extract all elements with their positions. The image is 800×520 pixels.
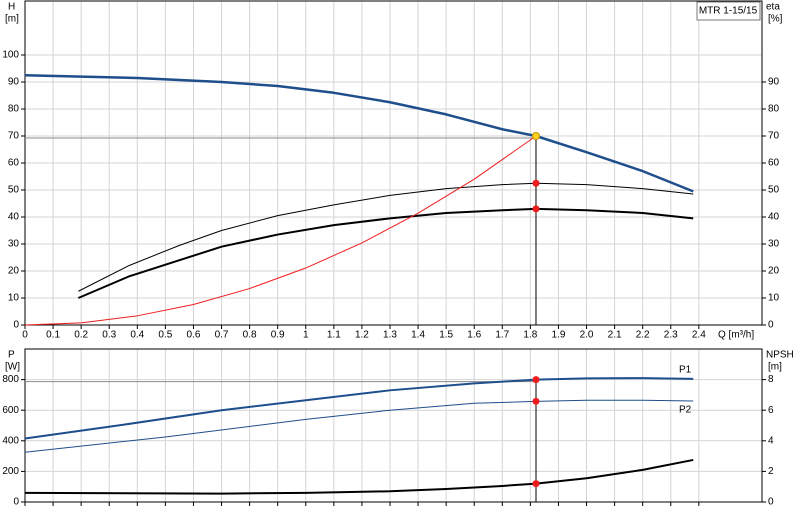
- x-tick-label: 2.2: [636, 330, 650, 341]
- x-axis-label: Q [m³/h]: [718, 330, 754, 341]
- x-tick-label: 1.3: [383, 330, 397, 341]
- plot-frame: [24, 0, 763, 326]
- x-tick-label: 0: [22, 330, 28, 341]
- y2-tick-label: 10: [768, 293, 780, 304]
- y2-tick-label: 0: [768, 320, 774, 331]
- y2-tick-label: 90: [768, 77, 780, 88]
- series-label: P1: [679, 364, 692, 375]
- x-tick-label: 1.7: [495, 330, 509, 341]
- duty-point: [532, 376, 540, 384]
- x-tick-label: 0.3: [102, 330, 116, 341]
- y-tick-label: 0: [13, 497, 19, 508]
- y-tick-label: 10: [8, 293, 20, 304]
- y2-tick-label: 50: [768, 185, 780, 196]
- y-tick-label: 0: [13, 320, 19, 331]
- series-line: [24, 399, 694, 453]
- y2-axis-unit: [%]: [768, 14, 783, 25]
- y-tick-label: 50: [8, 185, 20, 196]
- x-tick-label: 0.7: [215, 330, 229, 341]
- y-tick-label: 70: [8, 131, 20, 142]
- y2-tick-label: 4: [768, 435, 774, 446]
- x-tick-label: 0.1: [46, 330, 60, 341]
- x-tick-label: 2.4: [692, 330, 706, 341]
- y-tick-label: 40: [8, 212, 20, 223]
- x-tick-label: 2.1: [608, 330, 622, 341]
- series-line: [24, 74, 694, 193]
- y-tick-label: 90: [8, 77, 20, 88]
- duty-point: [531, 132, 540, 140]
- y2-tick-label: 6: [768, 405, 774, 416]
- y-tick-label: 80: [8, 104, 20, 115]
- y-tick-label: 800: [2, 374, 19, 385]
- x-tick-label: 1.4: [411, 330, 425, 341]
- x-tick-label: 1.2: [355, 330, 369, 341]
- y-tick-label: 600: [2, 405, 19, 416]
- x-tick-label: 0.5: [158, 330, 172, 341]
- x-tick-label: 1.6: [467, 330, 481, 341]
- y2-tick-label: 70: [768, 131, 780, 142]
- y-tick-label: 60: [8, 158, 20, 169]
- duty-point: [532, 179, 540, 187]
- y-axis-unit: [m]: [5, 14, 19, 25]
- y2-tick-label: 40: [768, 212, 780, 223]
- series-line: [24, 458, 694, 495]
- y-tick-label: 20: [8, 266, 20, 277]
- series-line: [24, 377, 694, 440]
- y2-tick-label: 80: [768, 104, 780, 115]
- y-tick-label: 100: [2, 50, 19, 61]
- y2-axis-label: eta: [766, 2, 780, 13]
- y-tick-label: 400: [2, 435, 19, 446]
- x-tick-label: 2.3: [664, 330, 678, 341]
- x-tick-label: 1.9: [551, 330, 565, 341]
- x-tick-label: 0.4: [130, 330, 144, 341]
- y2-axis-unit: [m]: [768, 362, 782, 373]
- y2-tick-label: 60: [768, 158, 780, 169]
- series-line: [24, 135, 537, 326]
- series-label: P2: [679, 405, 692, 416]
- y2-tick-label: 30: [768, 239, 780, 250]
- x-tick-label: 0.9: [271, 330, 285, 341]
- series-line: [77, 207, 694, 299]
- y2-tick-label: 2: [768, 466, 774, 477]
- series-line: [78, 182, 694, 292]
- y-tick-label: 30: [8, 239, 20, 250]
- x-tick-label: 0.8: [243, 330, 257, 341]
- chart-title: MTR 1-15/15: [699, 6, 758, 17]
- duty-point: [532, 205, 540, 213]
- y2-tick-label: 20: [768, 266, 780, 277]
- x-tick-label: 1: [303, 330, 309, 341]
- x-tick-label: 0.6: [187, 330, 201, 341]
- duty-point: [532, 480, 540, 488]
- x-tick-label: 2.0: [580, 330, 594, 341]
- title-box: [696, 1, 761, 21]
- y-tick-label: 200: [2, 466, 19, 477]
- y2-axis-label: NPSH: [766, 350, 794, 361]
- y2-tick-label: 0: [768, 497, 774, 508]
- y2-tick-label: 8: [768, 374, 774, 385]
- x-tick-label: 1.5: [439, 330, 453, 341]
- duty-point: [532, 397, 540, 405]
- x-tick-label: 1.1: [327, 330, 341, 341]
- plot-frame: [24, 348, 763, 503]
- x-tick-label: 0.2: [74, 330, 88, 341]
- y-axis-unit: [W]: [5, 362, 20, 373]
- x-tick-label: 1.8: [523, 330, 537, 341]
- y-axis-label: H: [8, 2, 15, 13]
- y-axis-label: P: [8, 350, 15, 361]
